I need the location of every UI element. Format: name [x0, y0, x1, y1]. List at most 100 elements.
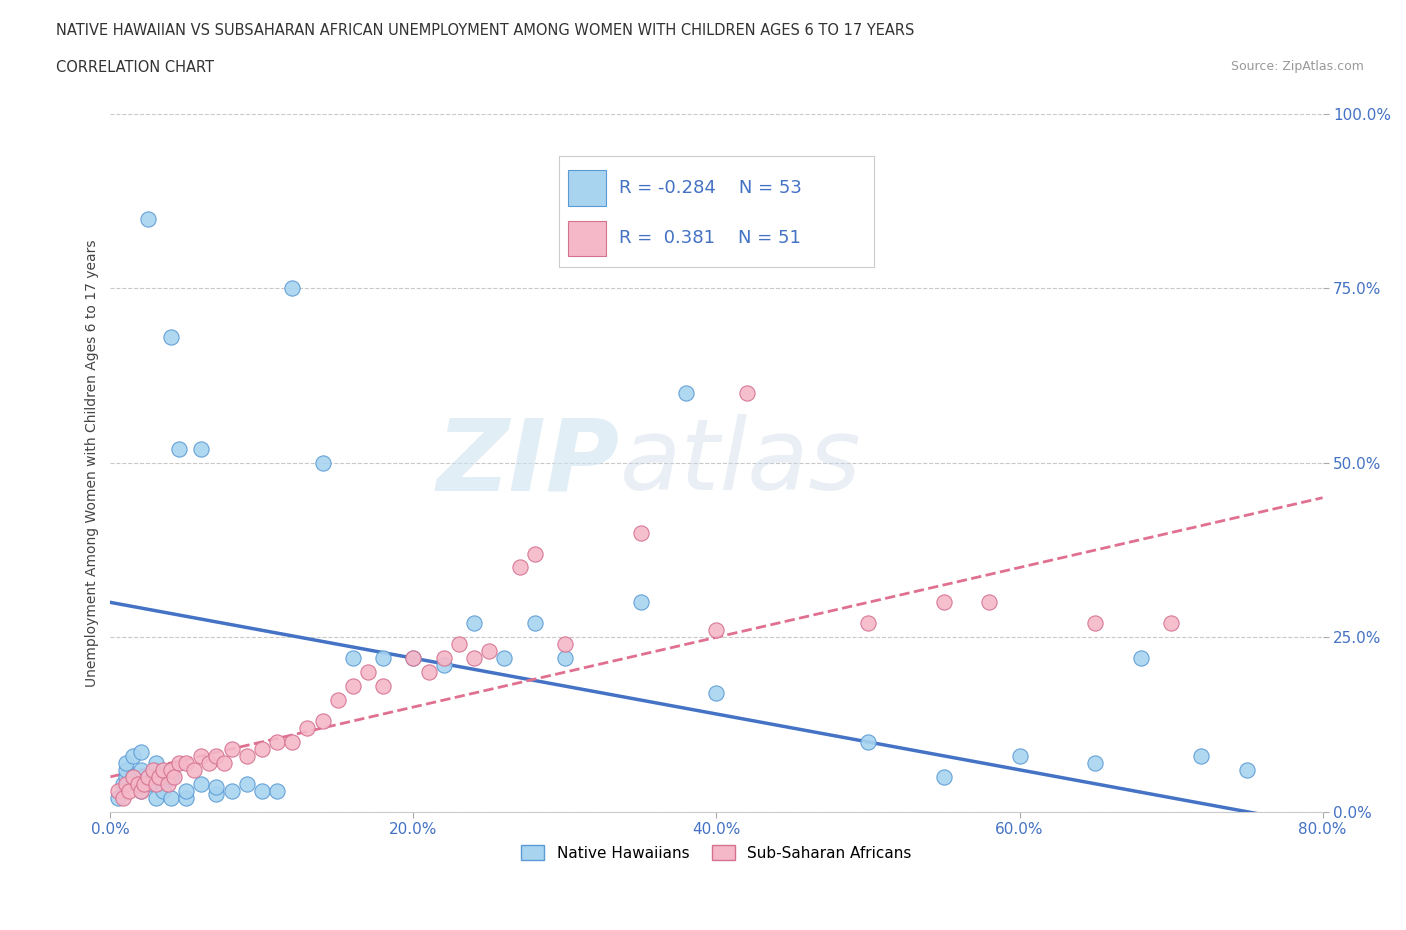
Point	[735, 386, 758, 401]
Point	[447, 637, 470, 652]
Point	[174, 783, 197, 798]
Point	[402, 651, 425, 666]
Point	[152, 783, 174, 798]
Point	[221, 741, 243, 756]
Point	[142, 763, 165, 777]
Point	[198, 755, 221, 770]
Point	[630, 595, 652, 610]
Point	[129, 783, 152, 798]
Point	[523, 546, 546, 561]
Point	[190, 442, 212, 457]
Text: CORRELATION CHART: CORRELATION CHART	[56, 60, 214, 75]
Point	[856, 735, 879, 750]
Text: NATIVE HAWAIIAN VS SUBSAHARAN AFRICAN UNEMPLOYMENT AMONG WOMEN WITH CHILDREN AGE: NATIVE HAWAIIAN VS SUBSAHARAN AFRICAN UN…	[56, 23, 915, 38]
Point	[145, 755, 167, 770]
Point	[117, 783, 139, 798]
Text: ZIP: ZIP	[436, 415, 620, 512]
Point	[311, 456, 333, 471]
Point	[145, 777, 167, 791]
Point	[675, 386, 697, 401]
Point	[494, 651, 516, 666]
Point	[433, 658, 456, 672]
Point	[706, 685, 728, 700]
Point	[114, 763, 136, 777]
Point	[297, 721, 319, 736]
Point	[190, 749, 212, 764]
Point	[132, 777, 155, 791]
Point	[357, 665, 380, 680]
Point	[478, 644, 501, 658]
Point	[311, 713, 333, 728]
Point	[463, 651, 485, 666]
Point	[136, 769, 159, 784]
Point	[152, 777, 174, 791]
Point	[706, 623, 728, 638]
Point	[160, 790, 183, 805]
Point	[1008, 749, 1031, 764]
Point	[136, 211, 159, 226]
Point	[630, 525, 652, 540]
Point	[145, 763, 167, 777]
Point	[979, 595, 1001, 610]
Point	[1160, 616, 1182, 631]
Point	[266, 735, 288, 750]
Point	[1129, 651, 1152, 666]
Point	[373, 679, 395, 694]
Point	[509, 560, 531, 575]
Point	[281, 735, 304, 750]
Point	[402, 651, 425, 666]
Point	[554, 637, 576, 652]
Point	[160, 763, 183, 777]
Point	[111, 777, 134, 791]
Point	[342, 679, 364, 694]
Point	[160, 330, 183, 345]
Point	[145, 769, 167, 784]
Point	[114, 755, 136, 770]
Point	[433, 651, 456, 666]
Point	[129, 745, 152, 760]
Point	[145, 790, 167, 805]
Point	[111, 790, 134, 805]
Point	[250, 741, 273, 756]
Point	[127, 777, 149, 791]
Point	[1236, 763, 1258, 777]
Point	[156, 777, 179, 791]
Point	[174, 790, 197, 805]
Point	[122, 769, 145, 784]
Point	[136, 777, 159, 791]
Point	[463, 616, 485, 631]
Point	[160, 769, 183, 784]
Point	[373, 651, 395, 666]
Point	[163, 769, 186, 784]
Point	[167, 442, 190, 457]
Point	[1084, 616, 1107, 631]
Point	[554, 651, 576, 666]
Point	[122, 749, 145, 764]
Point	[152, 763, 174, 777]
Point	[236, 777, 259, 791]
Point	[148, 769, 170, 784]
Point	[127, 777, 149, 791]
Point	[129, 763, 152, 777]
Point	[250, 783, 273, 798]
Point	[122, 769, 145, 784]
Point	[932, 769, 955, 784]
Point	[167, 755, 190, 770]
Point	[190, 777, 212, 791]
Point	[523, 616, 546, 631]
Text: Source: ZipAtlas.com: Source: ZipAtlas.com	[1230, 60, 1364, 73]
Point	[183, 763, 205, 777]
Point	[266, 783, 288, 798]
Point	[205, 787, 228, 802]
Point	[212, 755, 235, 770]
Point	[342, 651, 364, 666]
Point	[107, 783, 129, 798]
Point	[1189, 749, 1212, 764]
Point	[114, 769, 136, 784]
Point	[1084, 755, 1107, 770]
Point	[418, 665, 440, 680]
Point	[174, 755, 197, 770]
Point	[205, 749, 228, 764]
Point	[129, 783, 152, 798]
Point	[205, 780, 228, 795]
